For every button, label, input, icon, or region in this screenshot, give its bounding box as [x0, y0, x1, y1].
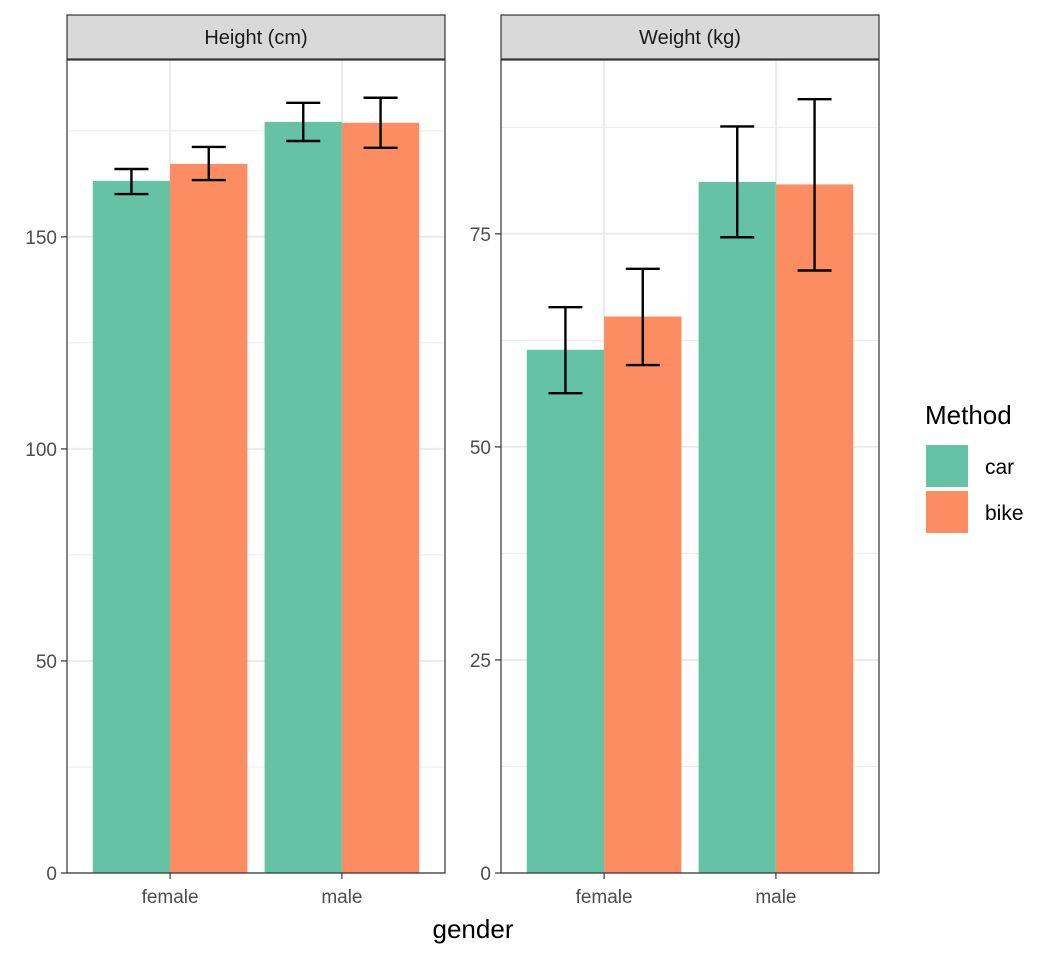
legend-item-car: car — [926, 445, 1014, 487]
y-tick-label: 50 — [36, 652, 57, 673]
bar-car-male — [698, 181, 776, 874]
x-tick-label: female — [142, 887, 199, 908]
strip-label: Height (cm) — [204, 27, 307, 49]
error-bar-bike-male — [363, 96, 398, 149]
y-tick-label: 50 — [470, 438, 491, 459]
panel-border — [66, 59, 446, 874]
bar-car-female — [526, 349, 605, 873]
strip-background — [66, 14, 446, 60]
y-tick-label: 25 — [470, 651, 491, 672]
x-tick-label: male — [321, 887, 362, 908]
x-axis-title: gender — [433, 914, 514, 944]
x-tick-label: female — [576, 887, 633, 908]
bar-car-female — [92, 180, 171, 874]
y-tick-label: 150 — [25, 228, 57, 249]
error-bar-bike-female — [191, 145, 226, 182]
y-tick-label: 75 — [470, 225, 491, 246]
legend-key-swatch — [926, 491, 968, 533]
y-tick-label: 100 — [25, 440, 57, 461]
y-tick-label: 0 — [480, 864, 491, 885]
bar-bike-female — [604, 316, 682, 873]
legend-key-swatch — [926, 445, 968, 487]
panel-border — [500, 59, 880, 874]
bar-car-male — [264, 121, 342, 873]
strip-label: Weight (kg) — [639, 27, 741, 49]
error-bar-bike-female — [625, 267, 660, 367]
panel-2: Weight (kg) 0 25 50 75 female male — [470, 14, 880, 908]
legend-label: bike — [985, 502, 1024, 525]
bar-bike-female — [170, 163, 248, 873]
error-bar-car-male — [720, 125, 755, 239]
panel-1: Height (cm) 0 50 100 150 female male — [25, 14, 446, 908]
strip-background — [500, 14, 880, 60]
error-bar-bike-male — [797, 98, 832, 272]
y-tick-label: 0 — [46, 864, 57, 885]
error-bar-car-female — [114, 167, 149, 196]
legend-label: car — [985, 456, 1014, 479]
error-bar-car-male — [286, 101, 321, 143]
error-bar-car-female — [548, 305, 583, 395]
bar-bike-male — [775, 184, 854, 873]
legend-item-bike: bike — [926, 491, 1024, 533]
x-tick-label: male — [755, 887, 796, 908]
legend: Method car bike — [925, 400, 1024, 533]
legend-title: Method — [925, 400, 1012, 430]
bar-bike-male — [341, 122, 420, 873]
